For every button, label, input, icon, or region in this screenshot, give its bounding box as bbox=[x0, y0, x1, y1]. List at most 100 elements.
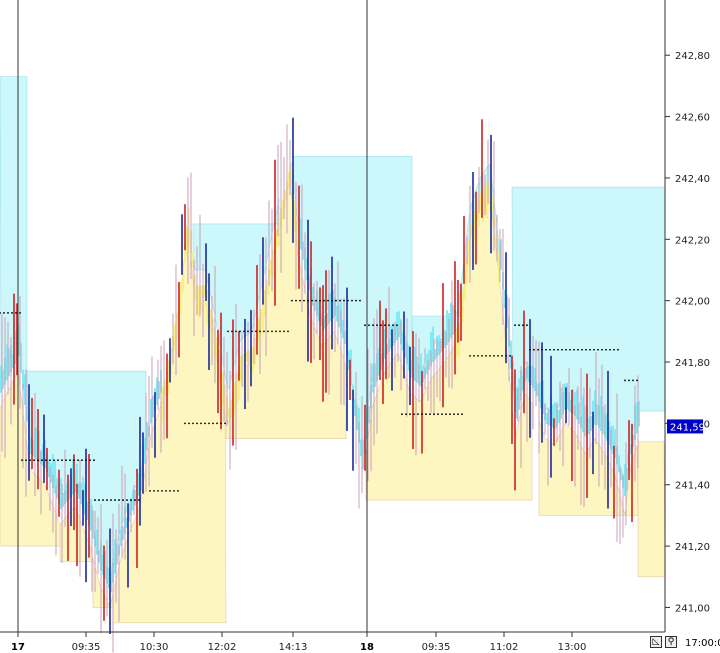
price-band bbox=[320, 313, 322, 327]
price-band bbox=[368, 405, 370, 424]
price-band bbox=[572, 389, 574, 415]
x-tick-label: 14:13 bbox=[279, 642, 308, 653]
level-dot bbox=[425, 413, 427, 416]
price-band bbox=[468, 240, 470, 266]
price-band bbox=[108, 567, 110, 588]
level-dot bbox=[585, 348, 587, 351]
price-band bbox=[120, 529, 122, 547]
price-band bbox=[116, 543, 118, 565]
price-band bbox=[356, 404, 358, 430]
price-band bbox=[360, 439, 362, 457]
price-band bbox=[314, 300, 316, 311]
x-tick-label: 17 bbox=[11, 642, 25, 653]
level-dot bbox=[509, 354, 511, 357]
price-band bbox=[494, 214, 496, 228]
price-band bbox=[72, 459, 74, 495]
level-dot bbox=[384, 324, 386, 327]
price-band bbox=[182, 263, 184, 292]
level-dot bbox=[376, 324, 378, 327]
level-dot bbox=[441, 413, 443, 416]
price-band bbox=[630, 443, 632, 455]
price-band bbox=[614, 429, 616, 459]
price-band bbox=[128, 504, 130, 522]
level-dot bbox=[359, 299, 361, 302]
level-dot bbox=[601, 348, 603, 351]
price-band bbox=[84, 483, 86, 515]
price-band bbox=[560, 387, 562, 419]
level-dot bbox=[126, 499, 128, 501]
level-dot bbox=[283, 330, 285, 333]
price-band bbox=[416, 356, 418, 383]
price-band bbox=[570, 399, 572, 413]
price-band bbox=[428, 349, 430, 371]
price-band bbox=[228, 408, 230, 419]
price-band bbox=[62, 492, 64, 507]
level-dot bbox=[208, 422, 210, 425]
level-dot bbox=[429, 413, 431, 416]
price-band bbox=[318, 300, 320, 322]
price-band bbox=[294, 200, 296, 230]
level-dot bbox=[161, 489, 163, 492]
price-band bbox=[632, 434, 634, 448]
price-band bbox=[270, 259, 272, 276]
level-dot bbox=[29, 459, 31, 462]
price-band bbox=[104, 551, 106, 580]
price-band bbox=[608, 421, 610, 446]
price-band bbox=[92, 510, 94, 539]
level-dot bbox=[184, 422, 186, 425]
price-band bbox=[540, 381, 542, 409]
corner-time-label: 17:00:00 bbox=[685, 638, 720, 649]
price-band bbox=[308, 276, 310, 291]
last-price-badge: 241,59 bbox=[667, 419, 705, 434]
price-band bbox=[462, 291, 464, 322]
y-tick-label: 242,60 bbox=[675, 113, 710, 124]
price-band bbox=[386, 343, 388, 355]
x-tick-label: 11:02 bbox=[490, 642, 519, 653]
level-dot bbox=[134, 499, 136, 501]
level-dot bbox=[319, 299, 321, 302]
level-dot bbox=[188, 422, 190, 425]
level-dot bbox=[165, 489, 167, 492]
price-band bbox=[446, 310, 448, 346]
price-band bbox=[50, 463, 52, 483]
price-band bbox=[180, 282, 182, 314]
price-band bbox=[14, 331, 16, 365]
price-band bbox=[52, 454, 54, 489]
level-dot bbox=[605, 348, 607, 351]
price-band bbox=[480, 193, 482, 211]
price-band bbox=[184, 245, 186, 263]
price-band bbox=[132, 489, 134, 511]
level-dot bbox=[263, 330, 265, 333]
level-dot bbox=[557, 348, 559, 351]
price-band bbox=[194, 274, 196, 300]
price-band bbox=[74, 469, 76, 493]
price-band bbox=[618, 455, 620, 473]
price-band bbox=[470, 223, 472, 237]
price-band bbox=[440, 338, 442, 353]
price-band bbox=[150, 398, 152, 424]
draw-tool-button[interactable]: ◺ bbox=[650, 636, 662, 648]
level-dot bbox=[69, 459, 71, 462]
level-dot bbox=[89, 459, 91, 462]
zoom-button[interactable]: ⚲ bbox=[665, 636, 677, 648]
level-dot bbox=[81, 459, 83, 462]
level-dot bbox=[15, 312, 17, 314]
price-band bbox=[266, 280, 268, 294]
price-band bbox=[362, 440, 364, 470]
price-band bbox=[350, 349, 352, 386]
x-tick-label: 13:00 bbox=[558, 642, 587, 653]
price-band bbox=[246, 351, 248, 362]
last-price-label: 241,59 bbox=[670, 422, 705, 433]
price-band bbox=[48, 460, 50, 478]
level-dot bbox=[130, 499, 132, 501]
level-dot bbox=[315, 299, 317, 302]
level-dot bbox=[73, 459, 75, 462]
price-band bbox=[66, 483, 68, 502]
level-dot bbox=[461, 413, 463, 416]
price-band bbox=[444, 330, 446, 348]
x-tick-label: 10:30 bbox=[140, 642, 169, 653]
y-tick-label: 241,40 bbox=[675, 481, 710, 492]
x-tick-label: 12:02 bbox=[208, 642, 237, 653]
price-band bbox=[474, 211, 476, 242]
level-dot bbox=[351, 299, 353, 302]
